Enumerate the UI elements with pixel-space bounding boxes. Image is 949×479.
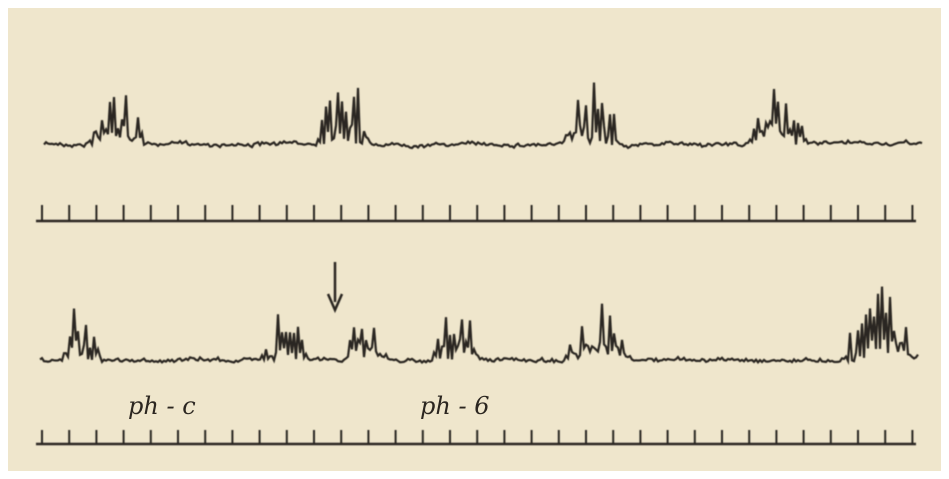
page: ph - c ph - 6 (() => { const data = JSON… — [0, 0, 949, 479]
trace-label: ph - 6 — [420, 392, 489, 420]
figure: ph - c ph - 6 — [0, 0, 949, 479]
trace-label: ph - c — [128, 392, 196, 420]
